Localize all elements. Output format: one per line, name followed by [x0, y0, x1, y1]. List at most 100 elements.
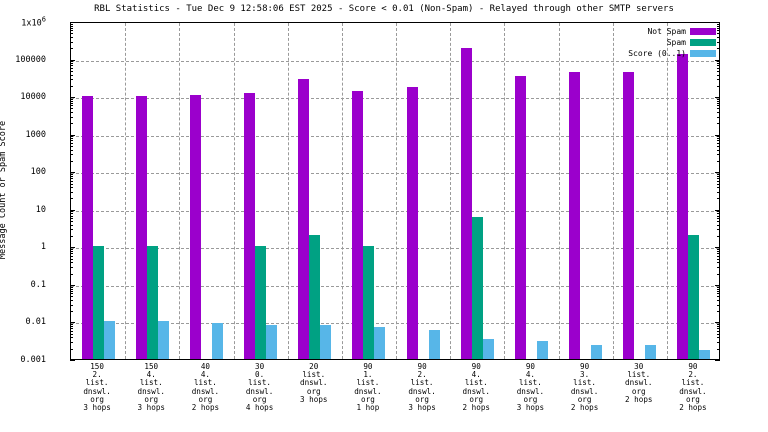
y-tick-label: 0.1	[30, 279, 46, 290]
y-minor-tick	[70, 213, 73, 215]
y-minor-tick	[717, 262, 720, 264]
y-minor-tick	[717, 311, 720, 313]
x-tick-label: 30 list. dnswl. org 2 hops	[625, 362, 653, 404]
y-minor-tick	[70, 337, 73, 339]
bar-group[interactable]	[189, 23, 223, 359]
bar-notspam[interactable]	[135, 96, 147, 359]
plot-area	[70, 22, 720, 360]
bar-spam[interactable]	[92, 246, 104, 359]
y-minor-tick	[70, 250, 73, 252]
bar-notspam[interactable]	[406, 87, 418, 359]
y-minor-tick	[70, 311, 73, 313]
bar-score[interactable]	[157, 321, 169, 359]
bar-group[interactable]	[406, 23, 440, 359]
y-minor-tick	[70, 36, 73, 38]
y-minor-tick	[717, 213, 720, 215]
y-minor-tick	[70, 183, 73, 185]
y-minor-tick	[717, 70, 720, 72]
y-minor-tick	[717, 27, 720, 29]
y-tick-label: 10000	[20, 92, 46, 103]
bar-group[interactable]	[135, 23, 169, 359]
y-minor-tick	[70, 215, 73, 217]
y-minor-tick	[717, 79, 720, 81]
y-minor-tick	[717, 138, 720, 140]
y-minor-tick	[70, 290, 73, 292]
bar-spam[interactable]	[471, 217, 483, 359]
y-minor-tick	[717, 173, 720, 175]
y-minor-tick	[717, 100, 720, 102]
y-minor-tick	[717, 211, 720, 213]
y-minor-tick	[717, 30, 720, 32]
y-minor-tick	[717, 112, 720, 114]
bar-score[interactable]	[536, 341, 548, 359]
bar-notspam[interactable]	[460, 48, 472, 359]
bar-score[interactable]	[374, 327, 386, 359]
y-minor-tick	[70, 48, 73, 50]
bar-spam[interactable]	[688, 235, 700, 359]
y-minor-tick	[717, 236, 720, 238]
bar-notspam[interactable]	[352, 90, 364, 359]
y-tick-mark	[70, 322, 75, 324]
y-gridline	[71, 173, 719, 175]
bar-group[interactable]	[623, 23, 657, 359]
bar-spam[interactable]	[363, 246, 375, 359]
bar-notspam[interactable]	[514, 76, 526, 359]
y-gridline	[71, 60, 719, 62]
x-gridline	[179, 23, 181, 359]
y-minor-tick	[717, 160, 720, 162]
bar-group[interactable]	[569, 23, 603, 359]
bar-notspam[interactable]	[677, 54, 689, 359]
y-tick-label: 1x106	[21, 15, 46, 29]
bar-notspam[interactable]	[623, 72, 635, 359]
y-minor-tick	[70, 288, 73, 290]
y-minor-tick	[717, 183, 720, 185]
bar-group[interactable]	[514, 23, 548, 359]
x-gridline	[125, 23, 127, 359]
y-minor-tick	[717, 108, 720, 110]
bar-group[interactable]	[460, 23, 494, 359]
y-minor-tick	[70, 27, 73, 29]
y-minor-tick	[717, 198, 720, 200]
bar-notspam[interactable]	[81, 96, 93, 359]
x-gridline	[450, 23, 452, 359]
y-minor-tick	[717, 348, 720, 350]
y-tick-mark	[715, 322, 720, 324]
bar-spam[interactable]	[309, 235, 321, 359]
y-minor-tick	[70, 74, 73, 76]
y-gridline	[71, 135, 719, 137]
y-tick-mark	[715, 97, 720, 99]
bar-group[interactable]	[244, 23, 278, 359]
bar-spam[interactable]	[255, 246, 267, 359]
bar-score[interactable]	[645, 345, 657, 359]
bar-score[interactable]	[428, 329, 440, 359]
y-minor-tick	[70, 293, 73, 295]
bar-group[interactable]	[352, 23, 386, 359]
y-minor-tick	[70, 333, 73, 335]
bar-group[interactable]	[81, 23, 115, 359]
bar-notspam[interactable]	[244, 93, 256, 359]
bar-score[interactable]	[211, 323, 223, 359]
y-minor-tick	[70, 149, 73, 151]
bar-score[interactable]	[266, 325, 278, 359]
y-tick-mark	[715, 360, 720, 361]
y-minor-tick	[70, 296, 73, 298]
y-minor-tick	[717, 258, 720, 260]
bar-notspam[interactable]	[569, 71, 581, 359]
bar-notspam[interactable]	[298, 79, 310, 359]
y-gridline	[71, 210, 719, 212]
bar-notspam[interactable]	[189, 94, 201, 359]
bar-group[interactable]	[298, 23, 332, 359]
bar-score[interactable]	[482, 338, 494, 359]
bar-score[interactable]	[591, 345, 603, 359]
y-minor-tick	[717, 178, 720, 180]
bar-group[interactable]	[677, 23, 711, 359]
bar-score[interactable]	[103, 321, 115, 359]
bar-score[interactable]	[699, 350, 711, 359]
bar-spam[interactable]	[146, 246, 158, 359]
y-minor-tick	[717, 191, 720, 193]
bar-score[interactable]	[320, 325, 332, 359]
y-tick-mark	[70, 59, 75, 61]
y-minor-tick	[70, 178, 73, 180]
y-minor-tick	[70, 61, 73, 63]
